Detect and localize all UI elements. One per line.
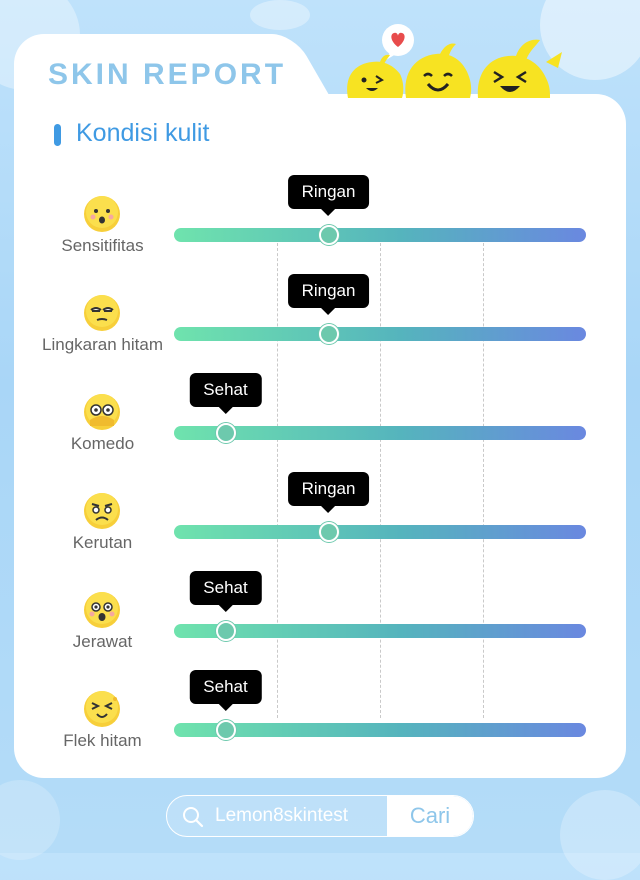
search-input[interactable]: Lemon8skintest [215, 805, 349, 826]
frowning-face-icon [81, 489, 123, 531]
metric-status-bubble: Sehat [189, 670, 262, 711]
search-icon [183, 807, 204, 828]
metric-row: Sensitifitas Ringan [0, 175, 640, 274]
metric-status-bubble: Sehat [189, 373, 262, 414]
search-bar[interactable]: Lemon8skintest Cari [166, 795, 474, 837]
metric-slider-thumb [215, 621, 236, 641]
metric-row: Jerawat Sehat [0, 571, 640, 670]
metric-slider-track [174, 723, 586, 737]
metric-slider-thumb [215, 423, 236, 443]
metric-status-bubble: Ringan [287, 274, 370, 315]
metric-label: Kerutan [72, 533, 133, 552]
grid-line [483, 238, 484, 718]
metric-status-bubble: Sehat [189, 571, 262, 612]
background-bokeh [250, 0, 310, 30]
section-title: Kondisi kulit [76, 119, 210, 147]
page-title: SKIN REPORT [48, 58, 287, 91]
background-bokeh [560, 790, 640, 880]
metric-slider-thumb [318, 225, 339, 245]
metric-status-bubble: Ringan [287, 175, 370, 216]
metric-slider-track [174, 624, 586, 638]
tired-face-icon [81, 291, 123, 333]
metric-label: Flek hitam [63, 731, 142, 750]
metric-label: Komedo [70, 434, 135, 453]
metric-status-bubble: Ringan [287, 472, 370, 513]
metric-slider-track [174, 525, 586, 539]
metric-row: Komedo Sehat [0, 373, 640, 472]
metric-slider-thumb [318, 324, 339, 344]
metric-slider-thumb [215, 720, 236, 740]
lemon-mascot-middle [405, 43, 472, 98]
lemon-mascot-left [347, 54, 404, 98]
surprised-face-icon [81, 192, 123, 234]
lemon-mascot-right [477, 39, 562, 98]
metric-label: Lingkaran hitam [42, 335, 163, 354]
background-bokeh [0, 780, 60, 860]
section-indicator [54, 124, 61, 146]
grid-line [380, 238, 381, 718]
hands-on-face-icon [81, 390, 123, 432]
shocked-face-icon [81, 588, 123, 630]
metric-row: Kerutan Ringan [0, 472, 640, 571]
metric-label: Sensitifitas [61, 236, 144, 255]
metric-row: Lingkaran hitam Ringan [0, 274, 640, 373]
metric-slider-track [174, 426, 586, 440]
metric-slider-track [174, 327, 586, 341]
metric-label: Jerawat [72, 632, 133, 651]
heart-bubble-icon [382, 24, 414, 60]
metric-row: Flek hitam Sehat [0, 670, 640, 769]
metric-slider-track [174, 228, 586, 242]
grid-line [277, 238, 278, 718]
search-button[interactable]: Cari [387, 796, 473, 836]
lemon-mascots-icon [347, 24, 562, 98]
squinting-face-icon [81, 687, 123, 729]
metric-slider-thumb [318, 522, 339, 542]
